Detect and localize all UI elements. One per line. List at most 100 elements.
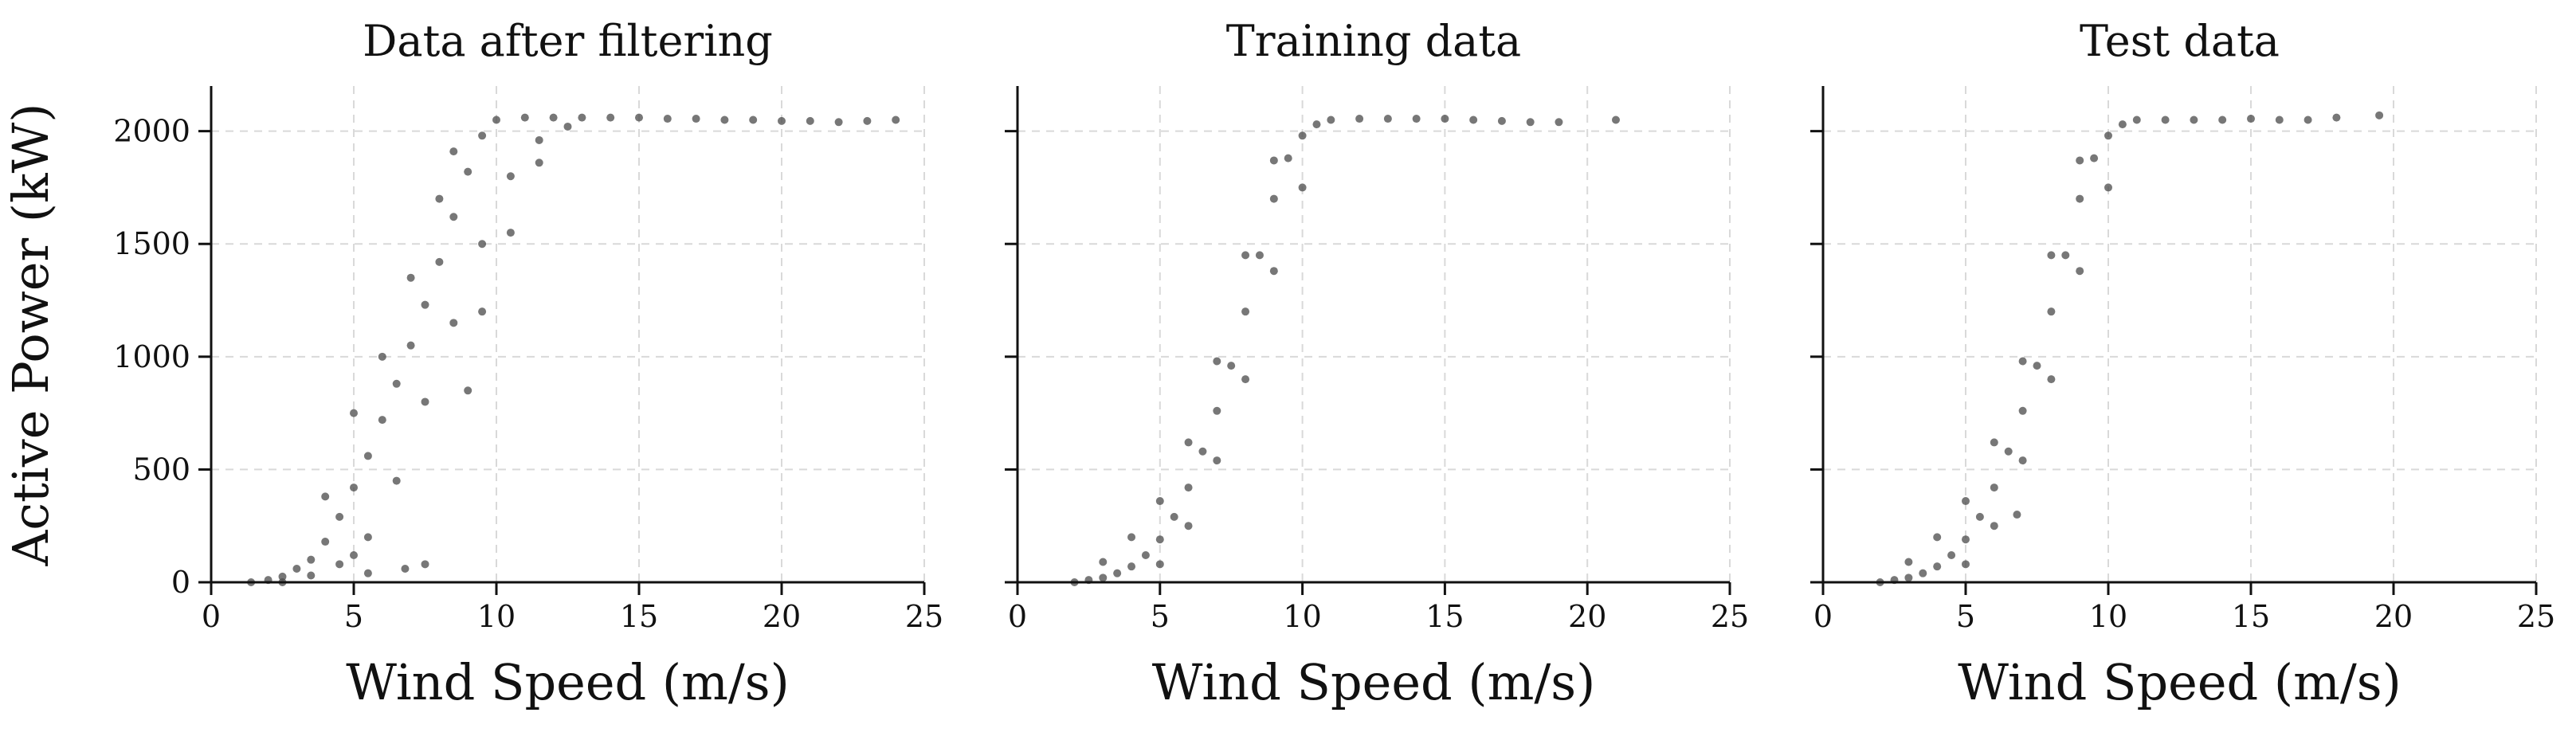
- scatter-point: [307, 555, 316, 564]
- scatter-point: [464, 386, 472, 395]
- scatter-point: [535, 135, 543, 144]
- scatter-point: [1213, 406, 1221, 415]
- scatter-point: [335, 560, 344, 569]
- scatter-series: [247, 113, 900, 586]
- scatter-point: [1904, 574, 1913, 582]
- scatter-point: [1255, 251, 1264, 260]
- scatter-point: [363, 533, 372, 542]
- scatter-point: [1904, 558, 1913, 566]
- scatter-point: [2033, 362, 2041, 370]
- scatter-point: [1170, 512, 1178, 521]
- y-tick-label: 1000: [113, 339, 190, 374]
- scatter-point: [350, 483, 358, 492]
- scatter-point: [378, 352, 386, 361]
- scatter-point: [2275, 115, 2284, 124]
- scatter-series: [1876, 111, 2384, 586]
- scatter-point: [350, 409, 358, 417]
- scatter-point: [606, 113, 615, 122]
- panel-title: Test data: [2080, 16, 2280, 66]
- scatter-point: [1184, 483, 1193, 492]
- scatter-point: [1284, 154, 1292, 162]
- scatter-point: [292, 565, 301, 574]
- scatter-point: [449, 213, 458, 221]
- scatter-point: [1213, 357, 1221, 366]
- scatter-point: [2013, 511, 2021, 519]
- scatter-point: [563, 122, 572, 131]
- y-tick-label: 1500: [113, 226, 190, 261]
- scatter-point: [2118, 120, 2127, 129]
- scatter-point: [1469, 115, 1478, 124]
- scatter-point: [535, 159, 543, 167]
- panel-1: 0 5 10 15 20 25 0 500 1000 1500 2000 Data after fil…: [113, 16, 943, 711]
- scatter-point: [492, 115, 500, 124]
- scatter-point: [863, 116, 872, 125]
- x-tick-label: 20: [763, 599, 801, 634]
- scatter-point: [449, 147, 458, 156]
- y-tick-label: 0: [171, 565, 190, 600]
- x-tick-label: 15: [1425, 599, 1464, 634]
- scatter-point: [392, 476, 401, 485]
- scatter-point: [392, 379, 401, 388]
- scatter-point: [2076, 267, 2084, 276]
- x-tick-label: 20: [2374, 599, 2413, 634]
- scatter-point: [2190, 115, 2198, 124]
- x-axis-label: Wind Speed (m/s): [1958, 653, 2402, 711]
- scatter-point: [406, 273, 415, 282]
- x-axis-label: Wind Speed (m/s): [1152, 653, 1596, 711]
- scatter-point: [1184, 522, 1193, 530]
- scatter-point: [2061, 251, 2070, 260]
- scatter-point: [1155, 560, 1164, 569]
- scatter-point: [335, 512, 344, 521]
- scatter-point: [1526, 118, 1535, 127]
- scatter-point: [806, 116, 814, 125]
- scatter-point: [421, 560, 429, 569]
- scatter-point: [1327, 115, 1335, 124]
- x-tick-label: 0: [202, 599, 221, 634]
- scatter-point: [449, 319, 458, 327]
- scatter-point: [2047, 251, 2056, 260]
- scatter-point: [1269, 194, 1278, 203]
- y-axis-label: Active Power (kW): [2, 104, 60, 567]
- scatter-point: [435, 257, 444, 266]
- scatter-point: [2047, 307, 2056, 316]
- scatter-point: [350, 551, 358, 560]
- scatter-point: [435, 194, 444, 203]
- x-tick-label: 25: [1711, 599, 1749, 634]
- scatter-point: [2018, 406, 2027, 415]
- x-tick-label: 10: [2089, 599, 2127, 634]
- x-axis-label: Wind Speed (m/s): [346, 653, 790, 711]
- scatter-point: [1127, 533, 1136, 542]
- y-tick-label: 500: [132, 452, 190, 487]
- x-tick-label: 25: [2517, 599, 2555, 634]
- scatter-point: [1497, 116, 1506, 125]
- x-tick-label: 5: [1956, 599, 1975, 634]
- x-tick-label: 5: [344, 599, 363, 634]
- scatter-point: [1312, 120, 1321, 129]
- scatter-point: [1198, 447, 1207, 456]
- scatter-point: [478, 240, 487, 249]
- scatter-point: [2076, 194, 2084, 203]
- scatter-point: [1933, 533, 1942, 542]
- scatter-point: [2076, 156, 2084, 165]
- x-tick-label: 0: [1008, 599, 1027, 634]
- scatter-point: [1141, 551, 1150, 560]
- scatter-point: [1099, 574, 1108, 582]
- scatter-point: [1298, 131, 1307, 140]
- panel-2: 0 5 10 15 20 25 Training data Wind Speed (m/s): [1005, 16, 1749, 711]
- scatter-point: [578, 113, 586, 122]
- scatter-point: [2247, 115, 2255, 123]
- scatter-point: [321, 492, 330, 501]
- scatter-point: [2104, 131, 2112, 140]
- scatter-point: [478, 131, 487, 140]
- scatter-point: [1555, 118, 1563, 127]
- scatter-point: [1962, 497, 1970, 506]
- scatter-point: [2132, 115, 2141, 124]
- scatter-point: [1611, 115, 1620, 124]
- scatter-point: [892, 115, 900, 124]
- panel-3: 0 5 10 15 20 25 Test data Wind Speed (m/s): [1810, 16, 2555, 711]
- x-tick-label: 15: [2232, 599, 2270, 634]
- x-tick-label: 10: [1283, 599, 1321, 634]
- scatter-point: [1962, 535, 1970, 544]
- scatter-point: [421, 397, 429, 406]
